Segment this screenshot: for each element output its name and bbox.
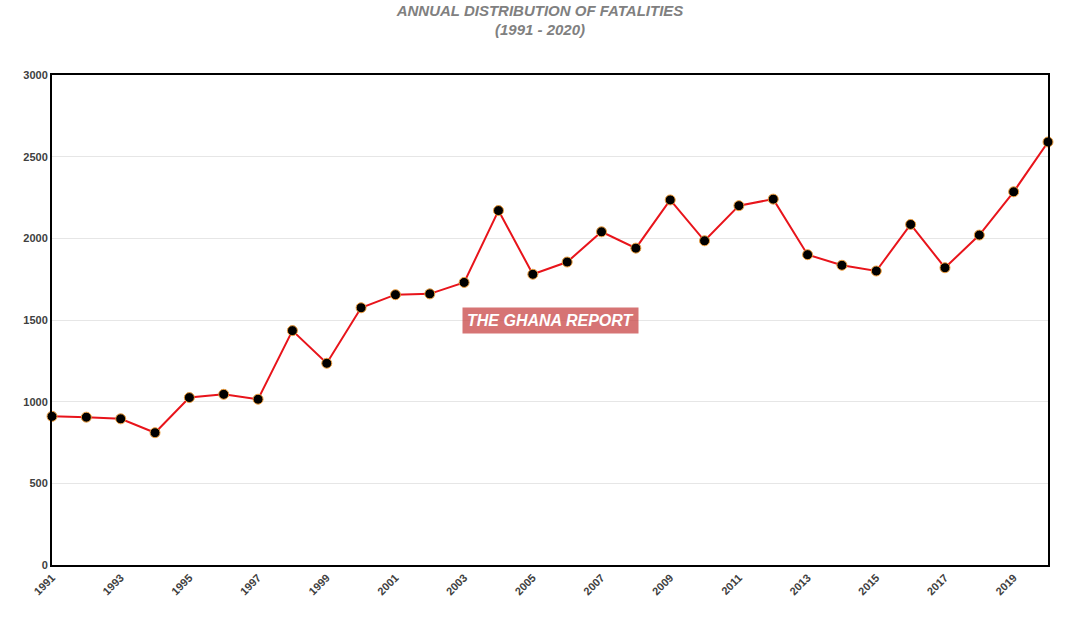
svg-text:1995: 1995	[169, 572, 195, 598]
svg-text:ANNUAL DISTRIBUTION OF FATALIT: ANNUAL DISTRIBUTION OF FATALITIES(1991 -…	[396, 2, 684, 39]
svg-text:2000: 2000	[23, 232, 47, 244]
svg-text:2007: 2007	[581, 572, 607, 598]
svg-text:1997: 1997	[238, 572, 264, 598]
svg-text:500: 500	[29, 477, 47, 489]
svg-text:2017: 2017	[924, 572, 950, 598]
svg-text:2500: 2500	[23, 151, 47, 163]
svg-text:2005: 2005	[512, 572, 538, 598]
svg-text:2001: 2001	[375, 572, 401, 598]
svg-text:1500: 1500	[23, 314, 47, 326]
svg-text:1991: 1991	[32, 572, 58, 598]
svg-text:1999: 1999	[306, 572, 332, 598]
svg-text:2009: 2009	[650, 572, 676, 598]
svg-text:2013: 2013	[787, 572, 813, 598]
svg-text:3000: 3000	[23, 69, 47, 81]
svg-text:1993: 1993	[100, 572, 126, 598]
svg-text:2011: 2011	[719, 572, 744, 597]
svg-text:1000: 1000	[23, 396, 47, 408]
svg-text:2003: 2003	[444, 572, 470, 598]
svg-text:0: 0	[42, 559, 48, 571]
svg-text:2019: 2019	[993, 572, 1019, 598]
svg-text:2015: 2015	[856, 572, 882, 598]
svg-text:THE GHANA REPORT: THE GHANA REPORT	[467, 312, 634, 329]
